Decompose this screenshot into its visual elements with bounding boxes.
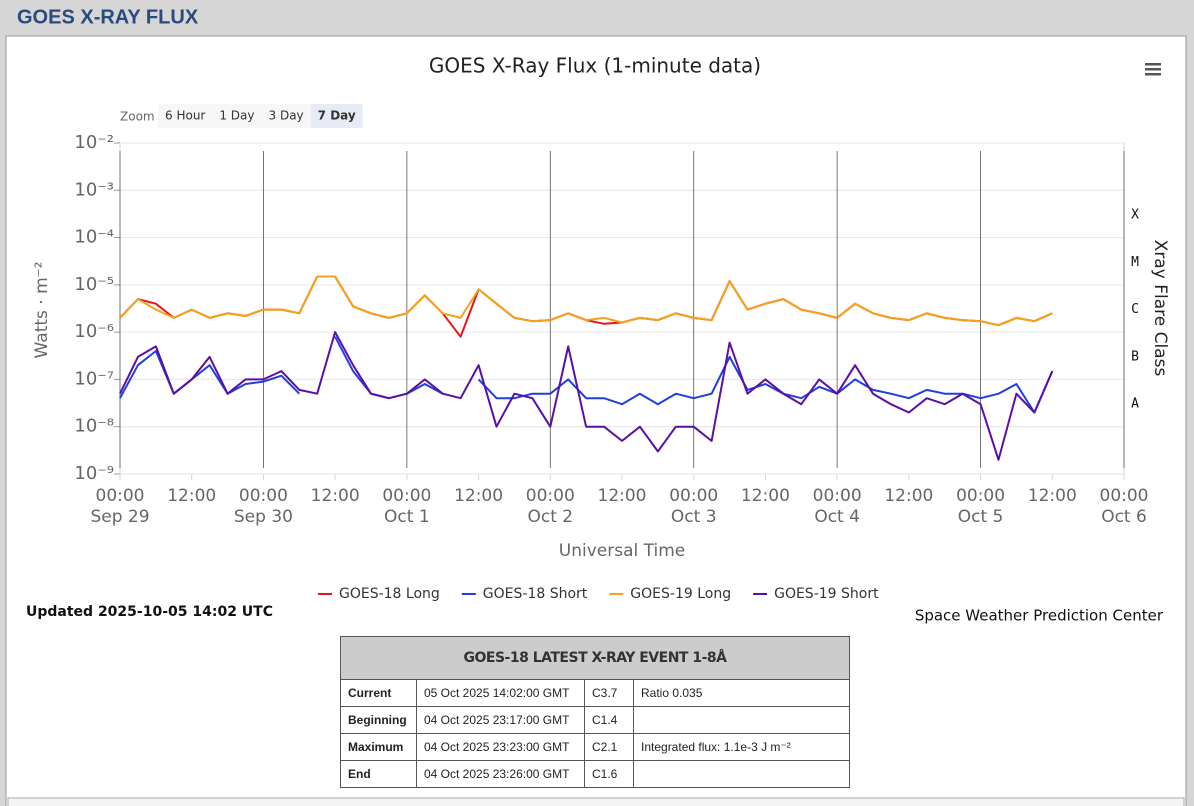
- y-tick-label: 10⁻⁷: [74, 368, 114, 389]
- legend-label: GOES-19 Short: [774, 586, 879, 602]
- row-header: Beginning: [340, 706, 417, 734]
- y-axis-title: Watts · m⁻²: [32, 262, 52, 359]
- x-tick-date: Sep 30: [234, 507, 293, 527]
- table-cell: C1.4: [584, 706, 634, 734]
- legend-label: GOES-18 Short: [483, 586, 588, 602]
- x-tick-label: 00:00: [1100, 486, 1149, 506]
- series-line: [119, 350, 301, 399]
- table-cell: 04 Oct 2025 23:17:00 GMT: [416, 706, 585, 734]
- table-cell: C3.7: [584, 679, 634, 707]
- updated-text: Updated 2025-10-05 14:02 UTC: [26, 604, 273, 620]
- x-tick-date: Oct 4: [814, 507, 860, 527]
- x-axis-title: Universal Time: [559, 541, 685, 561]
- menu-button[interactable]: [1140, 56, 1166, 82]
- x-tick-label: 12:00: [1028, 486, 1077, 506]
- zoom-button-label: 3 Day: [269, 109, 304, 123]
- y-tick-label: 10⁻⁹: [74, 463, 114, 484]
- y2-tick-label: C: [1131, 302, 1139, 317]
- zoom-button[interactable]: 7 Day: [310, 104, 363, 128]
- series-line: [119, 275, 1053, 327]
- x-tick-date: Oct 5: [958, 507, 1004, 527]
- y-tick-label: 10⁻⁶: [74, 321, 114, 342]
- zoom-button[interactable]: 3 Day: [261, 104, 311, 128]
- zoom-button[interactable]: 1 Day: [212, 104, 262, 128]
- zoom-button[interactable]: 6 Hour: [158, 104, 213, 128]
- legend-item[interactable]: GOES-19 Long: [609, 586, 731, 602]
- zoom-label: Zoom: [120, 110, 155, 124]
- row-header: End: [340, 760, 417, 788]
- x-tick-label: 00:00: [382, 486, 431, 506]
- table-cell: [633, 706, 850, 734]
- table-cell: [633, 760, 850, 788]
- x-tick-label: 00:00: [526, 486, 575, 506]
- menu-bar: [1145, 73, 1161, 76]
- x-tick-label: 12:00: [884, 486, 933, 506]
- x-tick-date: Oct 3: [671, 507, 717, 527]
- row-header: Maximum: [340, 733, 417, 761]
- page-title: GOES X-RAY FLUX: [17, 6, 199, 28]
- table-header-row: GOES-18 LATEST X-RAY EVENT 1-8Å: [340, 636, 850, 680]
- x-tick-date: Oct 2: [527, 507, 573, 527]
- y2-tick-label: X: [1131, 208, 1139, 223]
- y-tick-label: 10⁻⁴: [74, 227, 114, 248]
- x-tick-date: Sep 29: [90, 507, 149, 527]
- x-tick-date: Oct 1: [384, 507, 430, 527]
- x-tick-label: 12:00: [167, 486, 216, 506]
- zoom-button-label: 7 Day: [318, 109, 356, 123]
- chart-title: GOES X-Ray Flux (1-minute data): [429, 54, 761, 78]
- zoom-button-label: 6 Hour: [165, 109, 205, 123]
- table-row: Beginning 04 Oct 2025 23:17:00 GMT C1.4: [340, 706, 850, 734]
- x-tick-label: 00:00: [669, 486, 718, 506]
- table-title: GOES-18 LATEST X-RAY EVENT 1-8Å: [340, 636, 850, 680]
- series-line: [477, 355, 1054, 414]
- row-header: Current: [340, 679, 417, 707]
- table-cell: Integrated flux: 1.1e-3 J m⁻²: [633, 733, 850, 761]
- zoom-button-bg[interactable]: [310, 104, 363, 128]
- table-cell: 04 Oct 2025 23:26:00 GMT: [416, 760, 585, 788]
- y2-axis-title: Xray Flare Class: [1150, 240, 1170, 377]
- legend-label: GOES-18 Long: [339, 586, 440, 602]
- y-tick-label: 10⁻³: [74, 179, 114, 200]
- legend-item[interactable]: GOES-18 Short: [461, 586, 588, 602]
- zoom-button-bg[interactable]: [158, 104, 213, 128]
- y-tick-label: 10⁻²: [74, 132, 114, 153]
- legend-item[interactable]: GOES-19 Short: [753, 586, 879, 602]
- x-tick-label: 12:00: [311, 486, 360, 506]
- event-table: GOES-18 LATEST X-RAY EVENT 1-8Å Current 0…: [340, 636, 850, 788]
- x-tick-label: 00:00: [813, 486, 862, 506]
- series-line: [119, 331, 1054, 461]
- y2-tick-label: B: [1131, 349, 1139, 364]
- zoom-button-bg[interactable]: [261, 104, 311, 128]
- table-row: Current 05 Oct 2025 14:02:00 GMT C3.7 Ratio…: [340, 679, 850, 707]
- x-tick-label: 12:00: [741, 486, 790, 506]
- x-tick-label: 12:00: [598, 486, 647, 506]
- legend-label: GOES-19 Long: [630, 586, 731, 602]
- legend-item[interactable]: GOES-18 Long: [318, 586, 440, 602]
- next-panel: [7, 797, 1185, 806]
- table-row: Maximum 04 Oct 2025 23:23:00 GMT C2.1 Integ…: [340, 733, 850, 761]
- menu-bar: [1145, 68, 1161, 71]
- zoom-button-bg[interactable]: [212, 104, 262, 128]
- y-tick-label: 10⁻⁵: [74, 274, 114, 295]
- table-cell: 05 Oct 2025 14:02:00 GMT: [416, 679, 585, 707]
- menu-bar: [1145, 63, 1161, 66]
- x-tick-label: 12:00: [454, 486, 503, 506]
- zoom-button-label: 1 Day: [219, 109, 254, 123]
- y-tick-label: 10⁻⁸: [74, 416, 114, 437]
- y2-tick-label: M: [1131, 255, 1139, 270]
- x-tick-label: 00:00: [239, 486, 288, 506]
- y2-tick-label: A: [1131, 397, 1139, 412]
- table-cell: Ratio 0.035: [633, 679, 850, 707]
- x-tick-date: Oct 6: [1101, 507, 1147, 527]
- table-cell: C2.1: [584, 733, 634, 761]
- x-tick-label: 00:00: [96, 486, 145, 506]
- table-cell: 04 Oct 2025 23:23:00 GMT: [416, 733, 585, 761]
- table-cell: C1.6: [584, 760, 634, 788]
- table-row: End 04 Oct 2025 23:26:00 GMT C1.6: [340, 760, 850, 788]
- credit-text: Space Weather Prediction Center: [915, 607, 1164, 625]
- x-tick-label: 00:00: [956, 486, 1005, 506]
